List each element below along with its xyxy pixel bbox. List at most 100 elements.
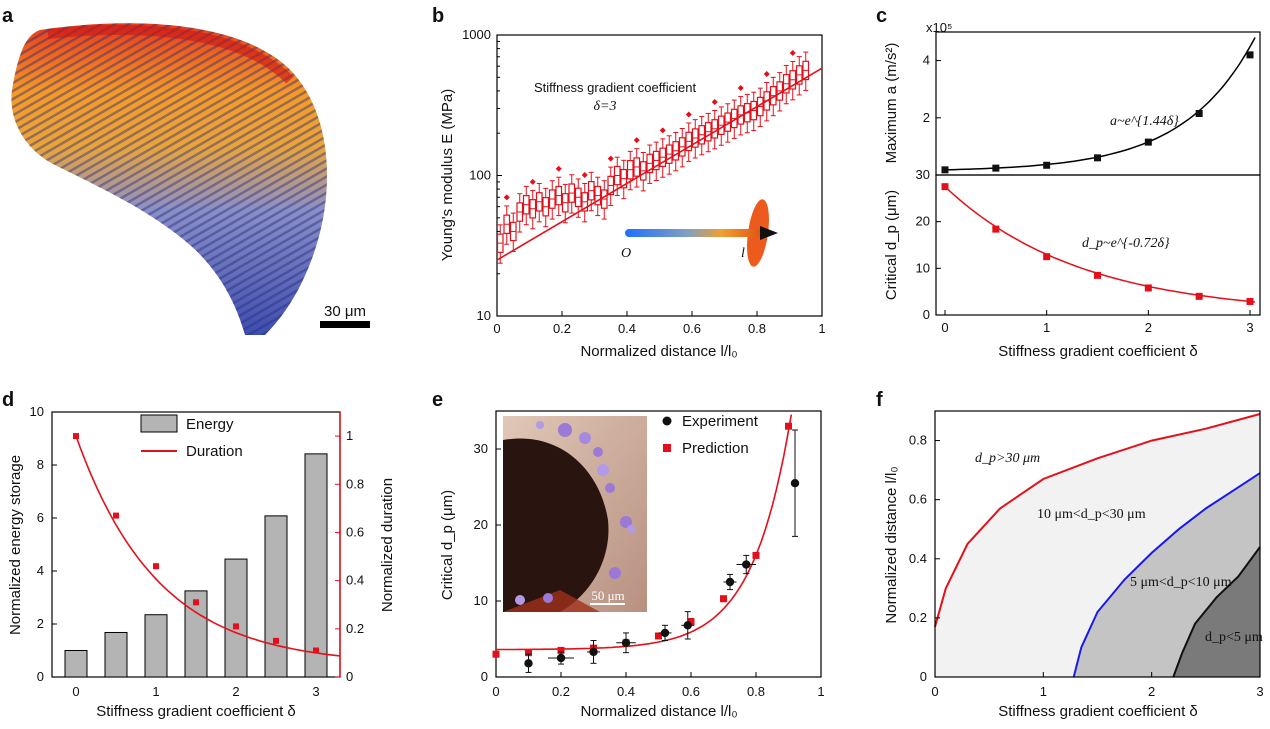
- c-top-point: [1195, 110, 1203, 118]
- c-bottom-y-tick-label: 30: [916, 167, 930, 182]
- d-right-y-tick-label: 0: [346, 669, 353, 684]
- b-y-tick-label: 10: [477, 308, 491, 323]
- f-curve-5um: [1172, 546, 1261, 678]
- c-top-point: [1094, 154, 1101, 162]
- f-region-label-3: 5 μm<d_p<10 μm: [1130, 575, 1232, 590]
- e-y-tick-label: 20: [474, 517, 488, 532]
- e-experiment-point: [725, 577, 735, 587]
- d-right-y-tick-label: 0.2: [346, 621, 364, 636]
- e-experiment-point: [660, 628, 670, 638]
- d-right-y-tick-label: 0.4: [346, 573, 364, 588]
- f-y-tick-label: 0.6: [909, 492, 927, 507]
- d-duration-line: [75, 435, 341, 657]
- c-bottom-point: [941, 183, 949, 191]
- panel-label-f: f: [876, 389, 883, 411]
- b-x-tick-label: 0.2: [553, 321, 571, 336]
- e-legend: Experiment Prediction: [662, 413, 759, 457]
- e-x-tick-label: 0.2: [552, 684, 570, 699]
- b-outlier: [581, 171, 588, 178]
- c-top-point: [1144, 138, 1152, 146]
- f-region-below-5: [1173, 547, 1260, 677]
- b-outlier: [737, 85, 744, 92]
- e-legend-experiment-marker: [662, 416, 672, 426]
- d-duration-point: [73, 433, 79, 440]
- c-top-formula: a~e^{1.44δ}: [1110, 114, 1179, 129]
- d-x-tick-label: 2: [232, 684, 239, 699]
- b-outlier: [763, 70, 770, 77]
- b-outlier: [555, 165, 562, 172]
- d-energy-bar: [64, 650, 88, 678]
- b-outlier: [607, 155, 614, 162]
- b-arrow-shaft: [625, 229, 763, 237]
- c-bottom-y-tick-label: 0: [923, 307, 930, 322]
- f-region-label-4: d_p<5 μm: [1205, 630, 1263, 645]
- b-arrow-start-label: O: [621, 246, 631, 261]
- e-prediction-point: [687, 618, 695, 626]
- e-x-tick-label: 0.8: [747, 684, 765, 699]
- e-y-tick-label: 0: [481, 669, 488, 684]
- panel-b-chart: 0 0.2 0.4 0.6 0.8 1 10 100 1000 Stiffness gradie…: [439, 27, 826, 360]
- b-x-axis-label: Normalized distance l/l₀: [580, 343, 737, 360]
- b-outlier: [659, 127, 666, 134]
- c-top-y-axis-label: Maximum a (m/s²): [883, 43, 900, 164]
- d-x-tick-label: 1: [152, 684, 159, 699]
- c-x-tick-label: 3: [1246, 320, 1253, 335]
- b-y-tick-label: 1000: [462, 27, 491, 42]
- b-arrow-end-label: l: [741, 246, 745, 261]
- b-outlier: [789, 49, 796, 56]
- d-energy-bar: [264, 515, 288, 678]
- d-energy-bar: [224, 558, 248, 678]
- e-legend-experiment-label: Experiment: [682, 413, 759, 430]
- e-prediction-point: [557, 646, 565, 654]
- c-top-point: [992, 164, 1000, 172]
- c-bottom-point: [1246, 297, 1254, 305]
- d-right-y-tick-label: 0.6: [346, 524, 364, 539]
- d-duration-point: [153, 563, 159, 570]
- b-outlier: [633, 137, 640, 144]
- f-x-tick-label: 0: [931, 684, 938, 699]
- d-right-y-tick-label: 1: [346, 428, 353, 443]
- d-legend-energy-label: Energy: [186, 416, 234, 433]
- b-x-tick-label: 0.8: [748, 321, 766, 336]
- d-energy-bar: [104, 631, 128, 678]
- e-inset-dark-cavity: [503, 438, 609, 612]
- c-bottom-y-tick-label: 20: [916, 214, 930, 229]
- d-x-tick-label: 0: [72, 684, 79, 699]
- e-x-axis-label: Normalized distance l/l₀: [580, 703, 737, 720]
- e-x-tick-label: 0.6: [682, 684, 700, 699]
- c-top-fit-curve: [944, 37, 1256, 171]
- e-experiment-point: [742, 560, 751, 569]
- d-left-y-tick-label: 10: [30, 404, 44, 419]
- panel-label-a: a: [2, 5, 14, 27]
- b-outlier: [711, 98, 718, 105]
- c-top-y-tick-label: 4: [923, 53, 930, 68]
- panel-c-chart: 2 4 0 10 20 30 0 1 2 3 x10⁵ a~e^{1.44δ} d_p~e^{-0…: [883, 20, 1261, 360]
- f-y-axis-label: Normalized distance l/l₀: [883, 466, 900, 623]
- f-plot-frame: [934, 410, 1261, 678]
- d-right-y-tick-label: 0.8: [346, 476, 364, 491]
- d-left-y-tick-label: 6: [37, 510, 44, 525]
- b-y-tick-label: 100: [469, 168, 491, 183]
- panel-label-b: b: [432, 5, 444, 27]
- e-prediction-point: [720, 595, 727, 603]
- d-legend: Energy Duration: [140, 414, 243, 460]
- e-prediction-point: [785, 422, 792, 430]
- d-right-y-axis-label: Normalized duration: [379, 478, 396, 612]
- scale-bar: [320, 321, 370, 328]
- e-experiment-point: [621, 638, 631, 647]
- c-bottom-plot-frame: [935, 174, 1261, 316]
- c-top-y-tick-label: 2: [923, 110, 930, 125]
- d-duration-point: [273, 637, 279, 644]
- c-bottom-point: [1195, 292, 1203, 300]
- d-energy-bar: [184, 590, 208, 678]
- b-outlier: [529, 178, 536, 185]
- f-x-tick-label: 1: [1040, 684, 1047, 699]
- f-y-tick-label: 0.2: [909, 610, 927, 625]
- b-outlier: [503, 194, 510, 201]
- e-prediction-point: [492, 650, 500, 658]
- c-top-point: [1043, 161, 1051, 169]
- d-duration-point: [193, 599, 199, 606]
- b-x-tick-label: 1: [818, 321, 825, 336]
- b-annotation-line2: δ=3: [594, 99, 617, 114]
